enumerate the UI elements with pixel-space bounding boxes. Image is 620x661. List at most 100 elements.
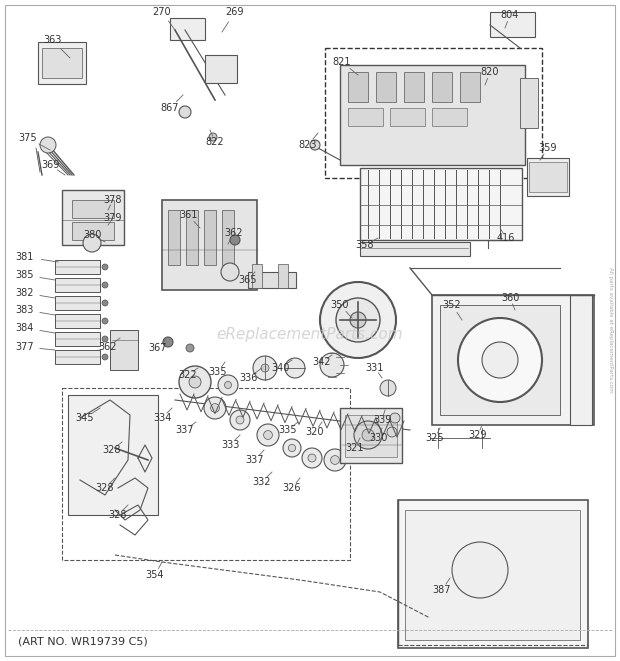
Text: 369: 369 [41,160,59,170]
Circle shape [102,282,108,288]
Circle shape [102,318,108,324]
Circle shape [324,449,346,471]
Circle shape [230,410,250,430]
Bar [62,190,124,245]
Bar [440,305,560,415]
Bar [55,350,100,364]
Bar [325,48,542,178]
Bar [340,65,525,165]
Circle shape [230,235,240,245]
Bar [348,108,383,126]
Bar [72,222,114,240]
Text: 270: 270 [153,7,171,17]
Bar [55,296,100,310]
Text: 822: 822 [206,137,224,147]
Text: 333: 333 [221,440,239,450]
Circle shape [236,416,244,424]
Bar [529,162,567,192]
Text: (ART NO. WR19739 C5): (ART NO. WR19739 C5) [18,637,148,647]
Circle shape [102,354,108,360]
Text: 360: 360 [501,293,519,303]
Text: 321: 321 [346,443,365,453]
Text: 336: 336 [239,373,257,383]
Bar [404,72,424,102]
Bar [55,278,100,292]
Circle shape [302,448,322,468]
Circle shape [102,264,108,270]
Bar [520,78,538,128]
Text: 340: 340 [271,363,289,373]
Text: 269: 269 [226,7,244,17]
Bar [360,168,522,240]
Circle shape [350,312,366,328]
Circle shape [354,421,382,449]
Circle shape [308,454,316,462]
Circle shape [253,356,277,380]
Circle shape [190,377,200,387]
Circle shape [380,380,396,396]
Circle shape [102,300,108,306]
Bar [490,12,535,37]
Bar [390,108,425,126]
Circle shape [179,366,211,398]
Text: 375: 375 [19,133,37,143]
Text: 329: 329 [469,430,487,440]
Circle shape [218,375,238,395]
Circle shape [390,413,400,423]
Text: 362: 362 [224,228,243,238]
Bar [42,48,82,78]
Bar [340,408,402,463]
Bar [252,264,262,288]
Bar [168,210,180,265]
Circle shape [458,318,542,402]
Bar [460,72,480,102]
Circle shape [189,376,201,388]
Text: 384: 384 [16,323,34,333]
Text: 378: 378 [104,195,122,205]
Text: 867: 867 [161,103,179,113]
Bar [432,72,452,102]
Circle shape [320,353,344,377]
Text: 328: 328 [103,445,122,455]
Bar [527,158,569,196]
Bar [162,200,257,290]
Text: All parts available at eReplacementParts.com: All parts available at eReplacementParts… [608,267,613,393]
Text: 337: 337 [175,425,194,435]
Circle shape [204,397,226,419]
Bar [55,314,100,328]
Bar [55,332,100,346]
Circle shape [163,337,173,347]
Bar [55,260,100,274]
Circle shape [257,424,279,446]
Bar [376,72,396,102]
Text: 804: 804 [501,10,519,20]
Circle shape [482,342,518,378]
Text: 330: 330 [369,433,387,443]
Text: 320: 320 [306,427,324,437]
Bar [570,295,592,425]
Text: 335: 335 [279,425,297,435]
Text: 328: 328 [108,510,127,520]
Text: 358: 358 [356,240,374,250]
Text: 365: 365 [239,275,257,285]
Text: 385: 385 [16,270,34,280]
Bar [62,388,350,560]
Circle shape [209,133,217,141]
Text: 350: 350 [330,300,349,310]
Text: 821: 821 [333,57,352,67]
Text: 325: 325 [426,433,445,443]
Text: 383: 383 [16,305,34,315]
Circle shape [102,336,108,342]
Text: 354: 354 [146,570,164,580]
Text: 345: 345 [76,413,94,423]
Circle shape [181,368,209,396]
Text: 377: 377 [16,342,34,352]
Text: 381: 381 [16,252,34,262]
Circle shape [186,344,194,352]
Bar [186,210,198,265]
Text: 362: 362 [99,342,117,352]
Circle shape [285,358,305,378]
Text: 335: 335 [209,367,228,377]
Text: 363: 363 [43,35,61,45]
Circle shape [320,282,396,358]
